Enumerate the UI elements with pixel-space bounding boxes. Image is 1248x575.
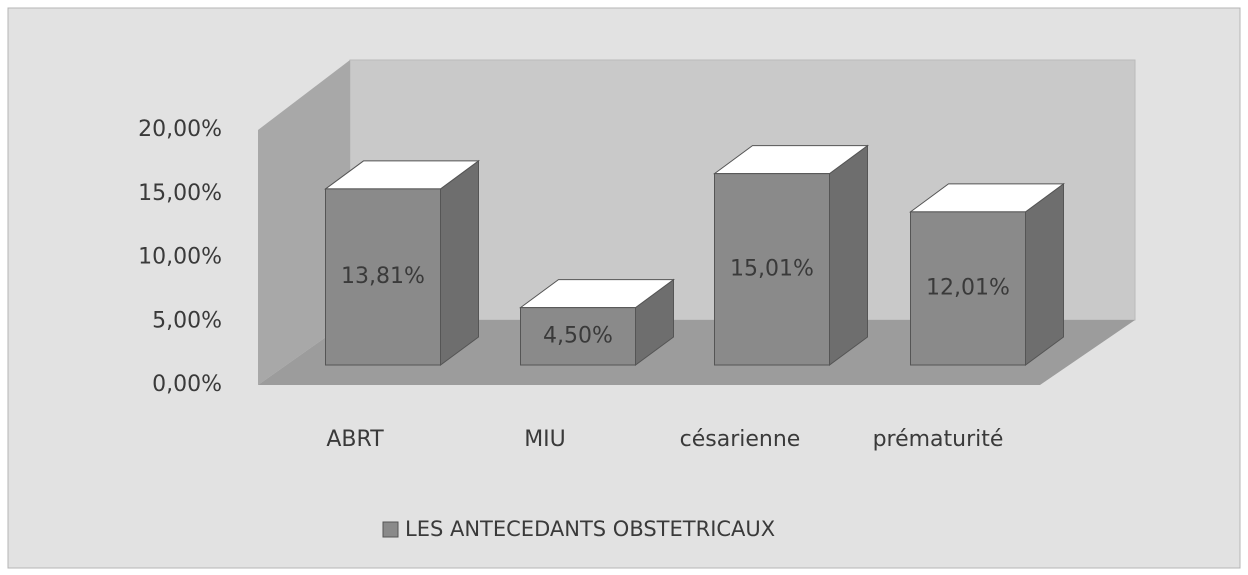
legend-label: LES ANTECEDANTS OBSTETRICAUX (405, 517, 775, 541)
y-tick-label: 10,00% (138, 245, 222, 270)
legend-swatch (382, 521, 399, 538)
bar (910, 211, 1026, 366)
y-tick-label: 0,00% (152, 372, 222, 397)
data-label: 4,50% (543, 323, 613, 348)
x-tick-label: césarienne (680, 427, 801, 452)
x-tick-label: ABRT (326, 427, 384, 452)
data-label: 13,81% (341, 264, 425, 289)
x-tick-label: MIU (524, 427, 566, 452)
bar-side (440, 159, 479, 366)
bar (520, 307, 636, 366)
bar-side (829, 144, 868, 366)
y-tick-label: 20,00% (138, 117, 222, 142)
x-tick-label: prématurité (873, 427, 1004, 452)
bar (325, 188, 441, 366)
data-label: 12,01% (926, 275, 1010, 300)
y-tick-label: 5,00% (152, 308, 222, 333)
bar-side (1025, 182, 1064, 366)
bar (714, 173, 830, 366)
y-tick-label: 15,00% (138, 181, 222, 206)
data-label: 15,01% (730, 256, 814, 281)
